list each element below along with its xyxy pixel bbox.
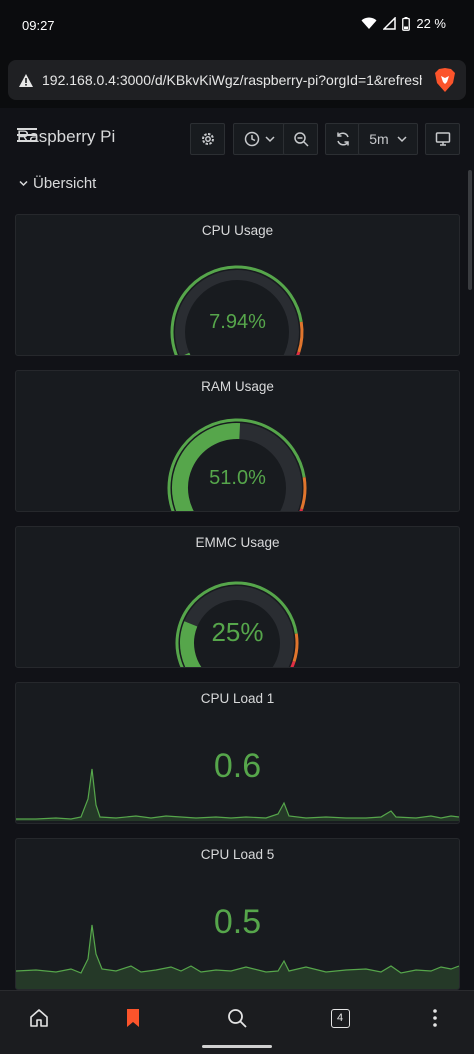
tv-icon <box>435 131 451 147</box>
wifi-icon <box>361 17 377 30</box>
refresh-interval-picker[interactable]: 5m <box>358 123 418 155</box>
tv-mode-button[interactable] <box>425 123 460 155</box>
gauge <box>16 371 459 511</box>
refresh-interval-value: 5m <box>369 131 388 147</box>
panel-emmc-usage[interactable]: EMMC Usage 25% <box>15 526 460 668</box>
zoom-out-icon <box>293 131 309 147</box>
warning-icon[interactable] <box>18 73 34 88</box>
dashboard-title[interactable]: Raspberry Pi <box>17 127 115 147</box>
battery-level: 22 % <box>416 16 446 31</box>
stat-value: 0.5 <box>16 903 459 942</box>
zoom-out-button[interactable] <box>283 123 318 155</box>
chevron-down-icon <box>19 180 28 187</box>
bookmark-icon <box>125 1008 141 1028</box>
gauge-value: 51.0% <box>16 467 459 490</box>
home-button[interactable] <box>24 1003 54 1033</box>
time-picker-button[interactable] <box>233 123 285 155</box>
panel-cpu-usage[interactable]: CPU Usage 7.94% <box>15 214 460 356</box>
brave-icon[interactable] <box>434 67 456 93</box>
tabs-button[interactable]: 4 <box>325 1003 355 1033</box>
gauge-value: 7.94% <box>16 311 459 334</box>
refresh-icon <box>335 131 351 147</box>
chevron-down-icon <box>265 135 275 143</box>
status-time: 09:27 <box>22 18 55 33</box>
tab-count: 4 <box>337 1012 343 1024</box>
clock-icon <box>244 131 260 147</box>
gesture-bar[interactable] <box>202 1045 272 1048</box>
refresh-button[interactable] <box>325 123 360 155</box>
gauge <box>16 215 459 355</box>
home-icon <box>29 1008 49 1028</box>
scrollbar[interactable] <box>468 170 472 290</box>
gauge-value: 25% <box>16 617 459 648</box>
chevron-down-icon <box>397 135 407 143</box>
gear-icon <box>200 131 216 147</box>
panel-cpu-load-1[interactable]: CPU Load 1 0.6 <box>15 682 460 824</box>
status-bar: 09:27 22 % <box>0 0 474 52</box>
row-title: Übersicht <box>33 175 96 192</box>
signal-icon <box>383 17 396 30</box>
search-icon <box>227 1008 247 1028</box>
tabs-icon: 4 <box>331 1009 350 1028</box>
panel-cpu-load-5[interactable]: CPU Load 5 0.5 <box>15 838 460 990</box>
search-button[interactable] <box>222 1003 252 1033</box>
row-header[interactable]: Übersicht <box>19 175 96 192</box>
more-icon <box>433 1009 437 1027</box>
browser-toolbar: 192.168.0.4:3000/d/KBkvKiWgz/raspberry-p… <box>0 52 474 108</box>
address-bar[interactable]: 192.168.0.4:3000/d/KBkvKiWgz/raspberry-p… <box>8 60 466 100</box>
settings-button[interactable] <box>190 123 225 155</box>
panel-ram-usage[interactable]: RAM Usage 51.0% <box>15 370 460 512</box>
battery-icon <box>402 17 410 31</box>
url-text[interactable]: 192.168.0.4:3000/d/KBkvKiWgz/raspberry-p… <box>42 72 422 88</box>
status-icons: 22 % <box>361 16 446 31</box>
stat-value: 0.6 <box>16 747 459 786</box>
more-button[interactable] <box>420 1003 450 1033</box>
bookmark-button[interactable] <box>118 1003 148 1033</box>
